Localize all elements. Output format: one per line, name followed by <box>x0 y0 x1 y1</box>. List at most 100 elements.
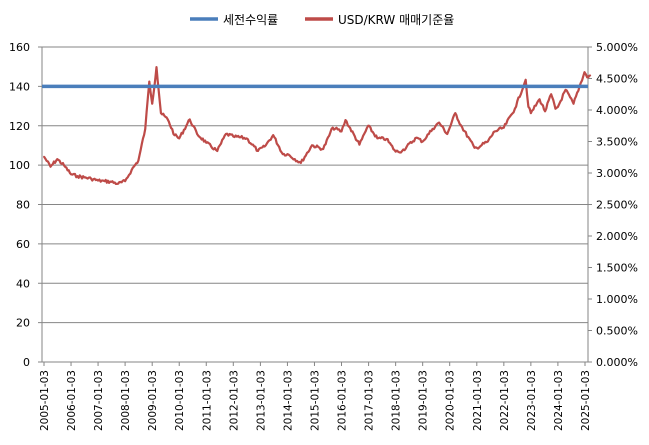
y-right-tick-label: 2.500% <box>596 199 638 212</box>
usd-krw-point <box>245 137 248 140</box>
y-left-tick-label: 160 <box>9 41 30 54</box>
usd-krw-point <box>583 71 586 74</box>
usd-krw-point <box>473 146 476 149</box>
usd-krw-point <box>155 66 158 69</box>
usd-krw-point <box>160 112 162 115</box>
usd-krw-point <box>572 102 575 105</box>
x-tick-label: 2020-01-03 <box>445 370 457 431</box>
x-tick-label: 2015-01-03 <box>309 370 321 431</box>
series-usd-krw-line <box>43 66 591 186</box>
y-right-tick-label: 0.500% <box>596 325 638 338</box>
x-tick-label: 2017-01-03 <box>364 370 376 431</box>
usd-krw-point <box>56 158 59 161</box>
legend: 세전수익률 USD/KRW 매매기준율 <box>190 13 454 27</box>
y-right-tick-label: 3.000% <box>596 167 638 180</box>
usd-krw-point <box>205 141 208 144</box>
usd-krw-point <box>103 180 106 183</box>
usd-krw-point <box>527 105 530 108</box>
y-axis-right: 0.000% 0.500% 1.000% 1.500% 2.000% 2.500% 3.00… <box>587 41 638 369</box>
usd-krw-point <box>331 126 334 129</box>
x-tick-label: 2009-01-03 <box>147 370 159 431</box>
x-tick-label: 2023-01-03 <box>526 370 538 431</box>
x-tick-label: 2016-01-03 <box>336 370 348 431</box>
x-tick-label: 2013-01-03 <box>255 370 267 431</box>
usd-krw-point <box>376 137 379 140</box>
usd-krw-point <box>438 121 441 124</box>
usd-krw-point <box>196 133 198 135</box>
x-tick-label: 2007-01-03 <box>93 370 105 431</box>
x-axis: 2005-01-03 2006-01-03 2007-01-03 2008-01-03… <box>39 362 592 431</box>
x-tick-label: 2025-01-03 <box>580 370 592 431</box>
usd-krw-point <box>401 150 404 152</box>
usd-krw-point <box>421 140 424 143</box>
usd-krw-point <box>493 130 496 133</box>
usd-krw-point <box>415 136 418 139</box>
y-right-tick-label: 0.000% <box>596 356 638 369</box>
x-tick-label: 2022-01-03 <box>499 370 511 431</box>
usd-krw-point <box>286 153 289 156</box>
usd-krw-point <box>76 175 79 178</box>
usd-krw-point <box>90 177 93 180</box>
usd-krw-point <box>117 182 120 185</box>
usd-krw-point <box>43 155 45 158</box>
usd-krw-point <box>564 88 567 91</box>
y-right-tick-label: 1.000% <box>596 293 638 306</box>
usd-krw-point <box>554 107 557 110</box>
x-tick-label: 2019-01-03 <box>418 370 430 431</box>
y-left-tick-label: 60 <box>16 238 30 251</box>
usd-krw-point <box>144 127 147 130</box>
usd-krw-point <box>513 107 516 110</box>
x-tick-label: 2006-01-03 <box>66 370 78 431</box>
usd-krw-point <box>272 134 275 137</box>
usd-krw-point <box>394 150 397 153</box>
x-tick-label: 2018-01-03 <box>391 370 403 431</box>
x-tick-label: 2014-01-03 <box>282 370 294 431</box>
usd-krw-point <box>589 74 592 77</box>
usd-krw-point <box>70 173 72 176</box>
usd-krw-point <box>124 180 126 183</box>
usd-krw-point <box>83 176 86 179</box>
x-tick-label: 2011-01-03 <box>201 370 213 431</box>
usd-krw-point <box>544 110 546 113</box>
usd-krw-point <box>148 80 151 83</box>
usd-krw-point <box>446 133 449 135</box>
usd-krw-point <box>232 135 235 138</box>
usd-krw-point <box>110 180 113 183</box>
usd-krw-point <box>173 134 176 137</box>
y-right-tick-label: 3.500% <box>596 136 638 149</box>
usd-krw-point <box>166 118 169 121</box>
y-right-tick-label: 4.500% <box>596 73 638 86</box>
usd-krw-point <box>216 150 219 152</box>
usd-krw-point <box>322 148 325 150</box>
y-left-tick-label: 20 <box>16 317 30 330</box>
usd-krw-point <box>556 105 559 108</box>
x-tick-label: 2008-01-03 <box>120 370 132 431</box>
y-right-tick-label: 2.000% <box>596 230 638 243</box>
usd-krw-point <box>431 127 434 130</box>
y-left-tick-label: 140 <box>9 80 30 93</box>
y-left-tick-label: 120 <box>9 120 30 133</box>
usd-krw-point <box>281 153 284 156</box>
x-tick-label: 2010-01-03 <box>174 370 186 431</box>
usd-krw-point <box>63 164 65 167</box>
usd-krw-point <box>311 144 313 147</box>
usd-krw-point <box>188 118 191 121</box>
usd-krw-point <box>151 102 154 105</box>
usd-krw-point <box>178 137 181 140</box>
usd-krw-point <box>486 140 489 143</box>
usd-krw-point <box>459 124 462 127</box>
usd-krw-point <box>529 112 532 115</box>
usd-krw-point <box>263 145 266 148</box>
usd-krw-point <box>257 150 259 152</box>
usd-krw-point <box>225 133 227 135</box>
y-axis-left: 0 20 40 60 80 100 120 140 160 <box>9 41 43 369</box>
usd-krw-point <box>97 179 99 182</box>
x-tick-label: 2024-01-03 <box>553 370 565 431</box>
y-right-tick-label: 5.000% <box>596 41 638 54</box>
usd-krw-point <box>49 165 52 168</box>
legend-label-series-2: USD/KRW 매매기준율 <box>338 13 454 27</box>
usd-krw-point <box>130 168 133 171</box>
usd-krw-point <box>586 76 589 79</box>
